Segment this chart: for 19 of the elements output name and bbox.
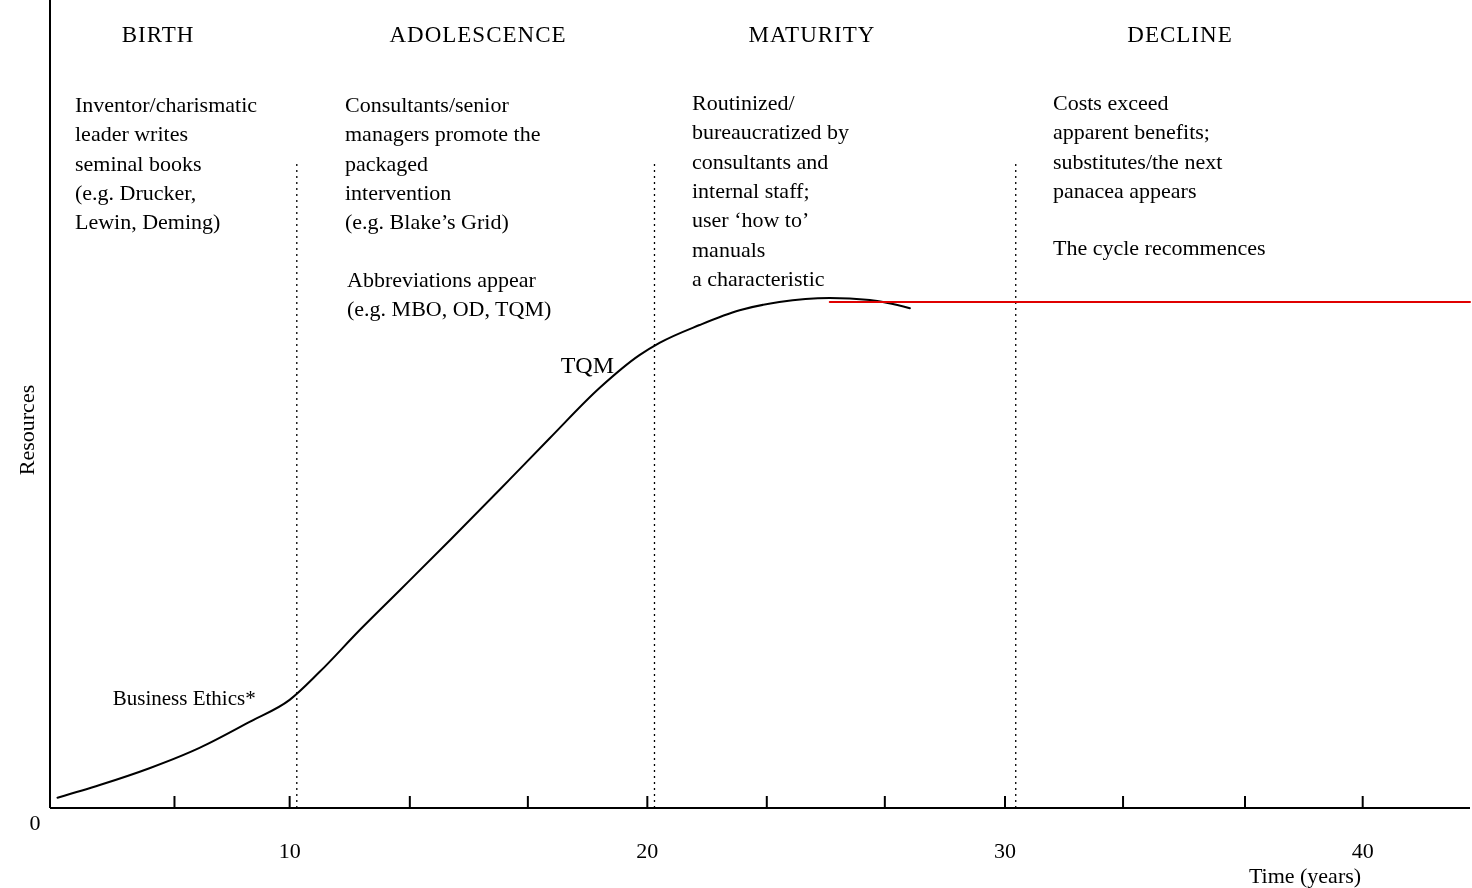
text: The cycle recommences	[1053, 235, 1266, 260]
text: ADOLESCENCE	[389, 22, 567, 47]
text: 0	[29, 810, 41, 835]
y-axis-title: Resources	[14, 384, 39, 476]
annotation: Business Ethics*	[112, 685, 256, 710]
x-tick-label: 30	[994, 838, 1017, 863]
annotation: Abbreviations appear (e.g. MBO, OD, TQM)	[347, 267, 552, 322]
x-tick-label: 10	[278, 838, 301, 863]
annotation: TQM	[560, 352, 615, 379]
text: DECLINE	[1127, 22, 1233, 47]
text: Costs exceed apparent benefits; substitutes/the next panacea appears	[1053, 90, 1223, 203]
text: BIRTH	[121, 22, 195, 47]
x-tick-label: 20	[636, 838, 659, 863]
text: Inventor/charismatic leader writes seminal books (e.g. Drucker, Lewin, Deming)	[75, 92, 258, 235]
text: MATURITY	[748, 22, 876, 47]
text: Routinized/ bureaucratized by consultants and internal staff; user ‘how to’ manuals a characteristic	[692, 90, 849, 291]
x-tick-label: 40	[1351, 838, 1374, 863]
text: Consultants/senior managers promote the packaged intervention (e.g. Blake’s Grid)	[345, 92, 541, 235]
x-axis-title: Time (years)	[1248, 863, 1362, 888]
